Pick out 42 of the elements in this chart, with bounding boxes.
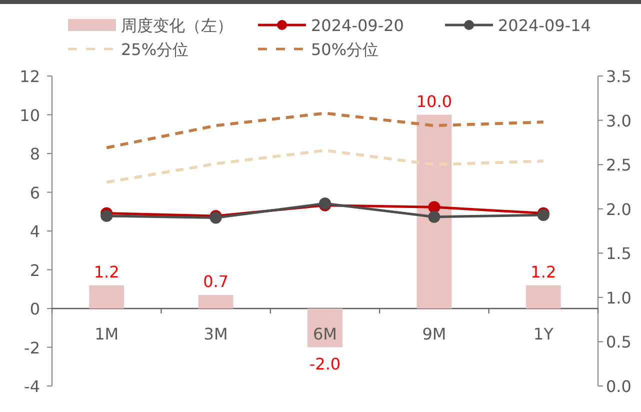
x-tick-label: 6M (313, 324, 337, 344)
legend-label: 2024-09-14 (498, 16, 591, 35)
y-tick-label: 2 (30, 260, 40, 280)
data-label: 1.2 (530, 262, 556, 282)
point (428, 210, 440, 223)
x-tick-label: 1Y (533, 324, 554, 344)
data-label: 0.7 (203, 272, 229, 291)
data-label: 1.2 (94, 262, 120, 282)
y2-tick-label: 3.5 (606, 67, 632, 86)
y-tick-label: -4 (24, 377, 40, 396)
bar (308, 308, 342, 348)
y2-tick-label: 0.5 (606, 332, 632, 352)
y-tick-label: 0 (30, 300, 40, 318)
line-series (105, 148, 545, 184)
y-tick-label: 4 (30, 222, 40, 241)
bar (416, 114, 452, 308)
bar (89, 285, 124, 308)
data-label: 10.0 (416, 92, 452, 111)
x-tick-label: 9M (422, 324, 446, 344)
y-tick-label: 6 (30, 183, 40, 202)
y2-tick-label: 2.0 (606, 200, 632, 219)
y2-tick-label: 1.5 (606, 244, 632, 264)
bar (526, 285, 561, 308)
y-tick-label: 8 (30, 144, 40, 164)
x-tick-label: 3M (204, 324, 228, 344)
y2-tick-label: 1.0 (606, 288, 632, 308)
x-tick-label: 1M (94, 324, 119, 344)
y2-tick-label: 2.5 (606, 156, 632, 175)
data-label: -2.0 (309, 354, 341, 374)
point (100, 210, 113, 222)
legend-label: 2024-09-20 (311, 16, 404, 35)
y-tick-label: 10 (20, 106, 40, 125)
legend-label: 50%分位 (311, 40, 379, 59)
legend-label: 25%分位 (121, 40, 189, 59)
y-tick-label: -2 (24, 338, 40, 358)
point (428, 201, 440, 214)
legend-label: 周度变化（左） (121, 16, 233, 35)
line-series (105, 112, 545, 150)
y2-tick-label: 0.0 (606, 377, 632, 396)
y-tick-label: 12 (20, 67, 40, 86)
y2-tick-label: 3.0 (606, 111, 632, 130)
bar (198, 294, 234, 308)
